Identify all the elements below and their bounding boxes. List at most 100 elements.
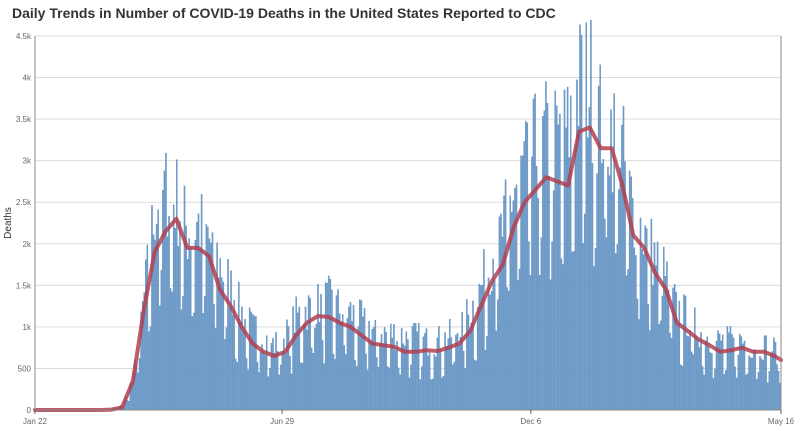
daily-bar	[194, 240, 197, 411]
daily-bar	[172, 204, 175, 411]
daily-bar	[436, 337, 439, 411]
daily-bar	[160, 269, 163, 411]
daily-bar	[729, 326, 732, 411]
daily-bar	[202, 313, 204, 411]
daily-bar	[331, 289, 333, 411]
daily-bar	[616, 244, 619, 411]
daily-bar	[236, 362, 239, 411]
x-tick-label: Dec 6	[520, 417, 541, 426]
daily-bar	[628, 170, 631, 411]
daily-bar	[239, 322, 242, 411]
daily-bar	[400, 328, 403, 411]
y-tick-label: 4k	[23, 74, 32, 83]
daily-bar	[642, 254, 645, 411]
daily-bar	[517, 279, 519, 411]
daily-bar	[391, 337, 394, 411]
daily-bar	[576, 79, 578, 411]
daily-bar	[405, 331, 408, 411]
daily-bar	[676, 324, 679, 411]
daily-bar	[394, 350, 397, 411]
daily-bar	[189, 247, 192, 411]
daily-bar	[734, 366, 736, 411]
y-tick-labels: 0 500 1k 1.5k 2k 2.5k 3k 3.5k 4k 4.5k	[16, 32, 32, 415]
daily-bar	[495, 330, 498, 411]
daily-bar	[537, 198, 539, 411]
daily-bar	[731, 334, 733, 411]
daily-bar	[279, 364, 282, 411]
daily-bar	[126, 399, 128, 411]
daily-bar	[776, 364, 778, 411]
daily-bar	[360, 300, 363, 411]
daily-bar	[590, 20, 592, 411]
daily-bar	[473, 359, 476, 411]
y-tick-label: 3k	[23, 157, 32, 166]
daily-bar	[179, 220, 181, 411]
daily-bar	[217, 277, 220, 411]
moving-average-line	[33, 125, 783, 412]
daily-bar	[410, 364, 412, 411]
y-tick-label: 4.5k	[16, 32, 32, 41]
daily-bar	[760, 358, 763, 411]
daily-bar	[562, 264, 564, 411]
daily-bar	[177, 246, 180, 411]
daily-bar	[684, 295, 687, 411]
daily-bar	[549, 279, 552, 411]
daily-bar	[138, 358, 141, 411]
daily-bar	[284, 353, 287, 411]
daily-bar	[551, 241, 553, 411]
daily-bar	[489, 294, 491, 411]
daily-bar	[169, 288, 172, 411]
daily-bar	[638, 319, 640, 411]
daily-bar	[663, 246, 665, 411]
daily-bar	[444, 332, 446, 411]
daily-bar	[475, 360, 477, 411]
daily-bar	[234, 358, 237, 411]
daily-bar	[627, 269, 629, 411]
daily-bar	[708, 346, 710, 411]
daily-bar	[312, 352, 315, 411]
daily-bar	[163, 170, 166, 411]
daily-bar	[258, 372, 260, 411]
daily-bar	[320, 294, 322, 411]
x-tick-label: Jun 29	[270, 417, 295, 426]
daily-bar	[182, 296, 184, 411]
daily-bar	[338, 313, 341, 411]
daily-bar	[461, 312, 463, 411]
daily-bar	[697, 340, 699, 411]
daily-bar	[428, 352, 431, 411]
daily-bar	[197, 213, 200, 411]
daily-bar	[171, 291, 173, 411]
daily-bar	[614, 253, 617, 411]
daily-bar	[498, 216, 501, 411]
daily-bar	[652, 284, 654, 411]
daily-bar	[328, 275, 330, 411]
daily-bar	[341, 314, 344, 411]
daily-bar	[421, 366, 423, 411]
daily-bar	[318, 322, 321, 411]
daily-bar	[196, 221, 198, 411]
daily-bar	[503, 195, 505, 411]
daily-bar	[490, 291, 493, 411]
daily-bar	[382, 344, 384, 411]
daily-bar	[467, 314, 470, 411]
daily-bar	[647, 304, 650, 411]
daily-bar	[275, 332, 277, 411]
daily-bar	[368, 320, 370, 411]
daily-bar	[770, 353, 772, 411]
daily-bar	[700, 332, 702, 411]
daily-bar	[717, 330, 719, 411]
daily-bar	[687, 336, 690, 411]
daily-bar	[149, 326, 152, 411]
daily-bar	[587, 137, 589, 411]
daily-bar	[540, 237, 543, 411]
daily-bar	[224, 339, 226, 411]
daily-bar	[253, 315, 256, 411]
daily-bar	[658, 324, 660, 411]
daily-bar	[297, 312, 299, 411]
daily-bar	[399, 374, 401, 411]
daily-bar	[148, 331, 150, 411]
daily-bar	[262, 351, 265, 411]
daily-bar	[245, 358, 248, 411]
daily-bar	[529, 275, 532, 411]
daily-bar	[545, 81, 547, 411]
